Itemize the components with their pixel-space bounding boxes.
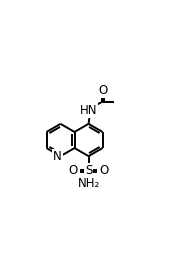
Text: N: N (53, 150, 62, 163)
Text: HN: HN (79, 104, 97, 117)
Text: NH₂: NH₂ (77, 177, 100, 190)
Text: O: O (98, 84, 108, 97)
Text: S: S (85, 164, 92, 177)
Text: O: O (100, 164, 109, 177)
Text: O: O (68, 164, 77, 177)
